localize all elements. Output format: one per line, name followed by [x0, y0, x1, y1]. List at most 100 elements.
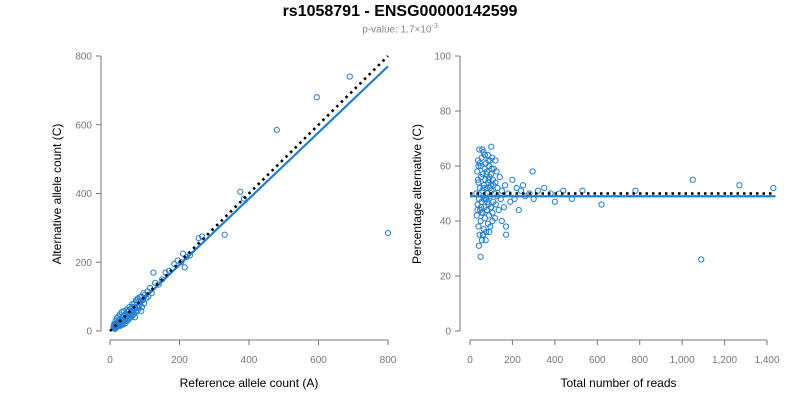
data-point: [475, 162, 482, 170]
data-point: [485, 176, 492, 183]
data-point: [541, 184, 548, 192]
x-tick-label: 600: [310, 355, 327, 366]
data-point: [131, 314, 139, 321]
expected-line: [109, 55, 389, 332]
data-point: [485, 157, 492, 164]
data-point: [492, 157, 499, 164]
data-point: [480, 184, 487, 192]
data-point: [152, 279, 159, 286]
data-point: [181, 264, 188, 271]
data-point: [489, 217, 496, 225]
data-point: [598, 201, 605, 208]
data-point: [482, 237, 489, 244]
x-tick-label: 1,400: [754, 355, 779, 366]
x-tick-label: 1,200: [712, 355, 737, 366]
data-point: [502, 231, 510, 238]
data-point: [477, 162, 484, 170]
data-point: [489, 209, 496, 216]
data-point: [476, 146, 483, 153]
chart-title: rs1058791 - ENSG00000142599: [282, 3, 518, 20]
data-point: [140, 290, 147, 297]
data-point: [481, 215, 488, 222]
data-point: [474, 168, 481, 175]
data-point: [483, 171, 490, 178]
subtitle-prefix: p-value: 1.7×10: [362, 24, 432, 36]
right-panel-percentage-alternative: 0 20 40 60 80 100 0 200 400 600 800 1,000 1,200 1,400…: [410, 52, 780, 391]
data-point: [313, 94, 320, 101]
data-point: [240, 195, 247, 202]
data-point: [632, 187, 639, 194]
data-point: [496, 173, 503, 181]
data-point: [513, 184, 520, 192]
data-point: [502, 223, 510, 230]
y-tick-label: 60: [440, 162, 452, 173]
y-tick-label: 40: [440, 217, 452, 228]
x-tick-label: 1,000: [670, 355, 695, 366]
x-axis-label: Reference allele count (A): [180, 376, 319, 390]
y-tick-label: 400: [75, 189, 92, 200]
data-point: [477, 204, 485, 211]
y-tick-label: 600: [75, 120, 92, 131]
data-point: [495, 206, 502, 214]
x-tick-label: 400: [547, 355, 564, 366]
data-point: [477, 253, 484, 260]
data-point: [346, 73, 353, 80]
data-point: [494, 184, 501, 192]
x-tick-label: 0: [107, 355, 113, 366]
data-point: [698, 256, 705, 263]
y-tick-label: 0: [445, 327, 451, 338]
chart-subtitle: p-value: 1.7×10-3: [0, 23, 800, 35]
data-point: [384, 229, 392, 237]
data-point: [179, 250, 187, 257]
data-point: [178, 259, 185, 266]
x-tick-label: 800: [380, 355, 397, 366]
data-point: [519, 182, 527, 189]
y-tick-label: 800: [75, 52, 92, 63]
y-tick-label: 0: [86, 327, 92, 338]
data-point: [534, 187, 541, 194]
data-point: [476, 231, 483, 238]
data-point: [150, 269, 157, 276]
x-tick-label: 200: [504, 355, 521, 366]
data-point: [140, 300, 148, 307]
x-tick-label: 600: [589, 355, 606, 366]
data-point: [479, 146, 486, 153]
data-point: [770, 184, 777, 192]
left-panel-allele-counts: 0 200 400 600 800 0 200 400 600 800 Reference alle…: [50, 52, 397, 391]
data-point: [487, 223, 494, 230]
data-point: [689, 176, 696, 183]
data-point: [498, 217, 505, 225]
x-tick-label: 400: [241, 355, 258, 366]
y-tick-label: 200: [75, 258, 92, 269]
data-point: [221, 231, 228, 238]
data-point: [517, 187, 525, 194]
data-point: [509, 176, 516, 183]
data-point: [498, 187, 505, 194]
data-point: [515, 206, 522, 214]
data-point: [501, 182, 509, 189]
x-axis-label: Total number of reads: [560, 376, 676, 390]
data-point: [492, 201, 499, 208]
data-point: [475, 242, 483, 249]
data-point: [479, 171, 486, 178]
data-point: [488, 143, 495, 150]
y-tick-label: 100: [434, 52, 451, 63]
data-point: [138, 307, 145, 315]
data-point: [485, 228, 493, 236]
data-point: [481, 151, 488, 159]
data-point: [475, 223, 482, 230]
data-point: [273, 126, 280, 134]
data-point: [475, 179, 482, 186]
data-point: [551, 198, 558, 205]
x-tick-label: 0: [467, 355, 473, 366]
y-axis-label: Alternative allele count (C): [50, 124, 64, 265]
data-point: [237, 188, 244, 195]
data-point: [487, 204, 494, 211]
y-axis-label: Percentage alternative (C): [410, 124, 424, 264]
data-point: [477, 217, 484, 225]
data-point: [490, 182, 497, 189]
data-point: [483, 168, 491, 175]
data-point: [479, 231, 486, 238]
data-point: [474, 176, 482, 183]
